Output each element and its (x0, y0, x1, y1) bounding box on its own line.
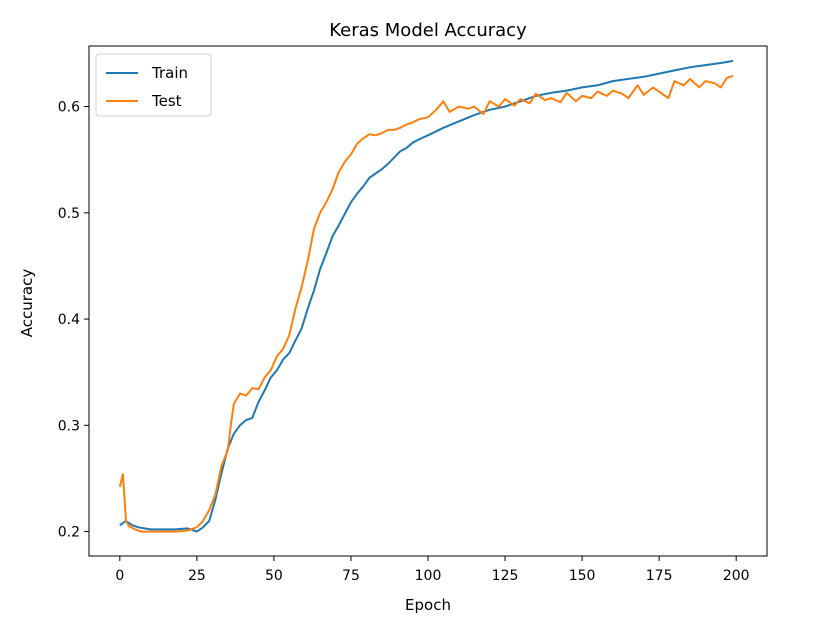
x-tick-label: 125 (492, 568, 519, 584)
series-line-test (118, 74, 734, 533)
x-tick-label: 100 (415, 568, 442, 584)
chart-title: Keras Model Accuracy (329, 20, 527, 41)
x-tick-label: 0 (115, 568, 124, 584)
x-tick-label: 50 (265, 568, 283, 584)
y-axis: 0.2 0.3 0.4 0.5 0.6 (58, 100, 89, 541)
plot-frame (88, 45, 768, 557)
x-axis-title: Epoch (405, 596, 451, 614)
y-tick-label: 0.3 (58, 418, 80, 434)
y-tick-label: 0.6 (58, 100, 80, 116)
y-tick-label: 0.5 (58, 206, 80, 222)
legend-label-test: Test (151, 92, 182, 110)
x-tick-label: 175 (646, 568, 673, 584)
legend: Train Test (95, 53, 212, 117)
x-axis: 0 25 50 75 100 125 150 175 200 (115, 556, 750, 584)
y-tick-label: 0.2 (58, 525, 80, 541)
y-tick-label: 0.4 (58, 312, 80, 328)
x-tick-label: 150 (569, 568, 596, 584)
series-line-train (119, 59, 734, 533)
y-axis-title: Accuracy (18, 269, 36, 338)
x-tick-label: 25 (188, 568, 206, 584)
x-tick-label: 75 (342, 568, 360, 584)
series-layer (118, 59, 734, 533)
legend-label-train: Train (151, 64, 188, 82)
plot-area (88, 45, 768, 557)
x-tick-label: 200 (723, 568, 750, 584)
